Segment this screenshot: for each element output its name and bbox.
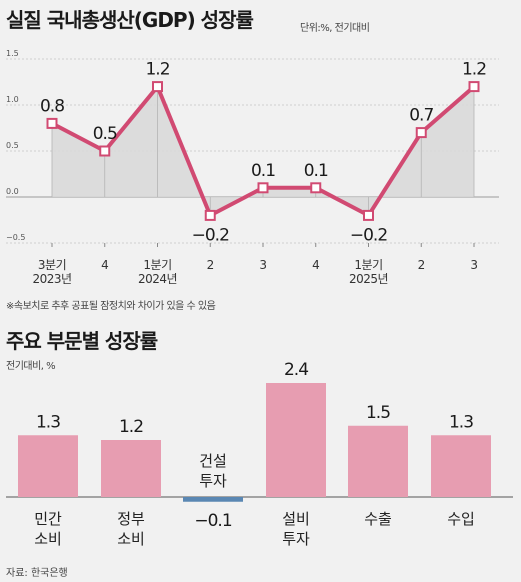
x-tick-label: 2025년 bbox=[349, 272, 388, 286]
chart2-unit-note: 전기대비, % bbox=[6, 361, 56, 372]
data-label: 1.2 bbox=[462, 60, 486, 80]
source-note: 자료: 한국은행 bbox=[6, 568, 68, 579]
bar bbox=[431, 435, 491, 497]
bar-value-label: 2.4 bbox=[284, 360, 308, 380]
data-point-marker bbox=[204, 209, 216, 221]
bar-category-label: 수출 bbox=[364, 510, 392, 528]
data-label: 1.2 bbox=[145, 60, 169, 80]
data-point-marker bbox=[46, 117, 58, 129]
data-label: 0.7 bbox=[409, 106, 433, 126]
bar-value-label: 1.5 bbox=[366, 403, 390, 423]
data-point-marker bbox=[363, 209, 374, 221]
x-tick-label: 3 bbox=[259, 258, 266, 272]
x-tick-label: 2 bbox=[207, 258, 214, 272]
data-label: −0.2 bbox=[350, 225, 387, 245]
data-label: 0.8 bbox=[40, 96, 64, 116]
x-tick-label: 4 bbox=[312, 258, 319, 272]
y-tick-label: −0.5 bbox=[6, 233, 25, 242]
chart1-footnote: ※속보치로 추후 공표될 잠정치와 차이가 있을 수 있음 bbox=[6, 301, 216, 312]
y-tick-label: 0.0 bbox=[6, 187, 19, 196]
chart2-title: 주요 부문별 성장률 bbox=[6, 329, 158, 353]
bar-value-label: 1.3 bbox=[36, 412, 60, 432]
bar-category-label: 정부 bbox=[117, 510, 145, 528]
x-tick-label: 2023년 bbox=[32, 272, 71, 286]
bar-category-label: 소비 bbox=[34, 530, 62, 548]
x-tick-label: 1분기 bbox=[143, 258, 171, 272]
y-tick-label: 1.0 bbox=[6, 95, 19, 104]
data-point-marker bbox=[468, 81, 480, 93]
bar-category-label: 수입 bbox=[447, 510, 475, 528]
x-tick-label: 2024년 bbox=[138, 272, 177, 286]
x-tick-label: 3분기 bbox=[38, 258, 66, 272]
bar-value-label: −0.1 bbox=[194, 511, 231, 531]
bar bbox=[266, 383, 326, 497]
data-label: 0.1 bbox=[251, 161, 275, 181]
bar-category-label: 민간 bbox=[34, 510, 62, 528]
data-point-marker bbox=[257, 182, 269, 194]
x-tick-label: 1분기 bbox=[354, 258, 382, 272]
y-tick-label: 1.5 bbox=[6, 49, 19, 58]
bar bbox=[183, 497, 243, 502]
bar-category-label: 투자 bbox=[199, 472, 227, 490]
bar-value-label: 1.3 bbox=[449, 412, 473, 432]
chart1-title: 실질 국내총생산(GDP) 성장률 bbox=[6, 8, 254, 32]
chart1-unit-note: 단위:%, 전기대비 bbox=[300, 23, 370, 34]
x-tick-label: 2 bbox=[418, 258, 425, 272]
bar-value-label: 1.2 bbox=[119, 417, 143, 437]
bar-category-label: 설비 bbox=[282, 510, 310, 528]
data-point-marker bbox=[415, 127, 427, 139]
y-tick-label: 0.5 bbox=[6, 141, 19, 150]
data-point-marker bbox=[99, 145, 111, 157]
x-tick-label: 3 bbox=[470, 258, 477, 272]
bar-category-label: 건설 bbox=[199, 452, 227, 470]
bar bbox=[348, 425, 408, 497]
data-point-marker bbox=[152, 81, 163, 93]
data-label: 0.1 bbox=[304, 161, 328, 181]
bar bbox=[18, 435, 78, 497]
data-label: 0.5 bbox=[93, 124, 117, 144]
x-tick-label: 4 bbox=[101, 258, 108, 272]
bar-category-label: 소비 bbox=[117, 530, 145, 548]
data-label: −0.2 bbox=[192, 225, 229, 245]
data-point-marker bbox=[310, 182, 322, 194]
bar bbox=[101, 440, 161, 497]
bar-category-label: 투자 bbox=[282, 530, 310, 548]
